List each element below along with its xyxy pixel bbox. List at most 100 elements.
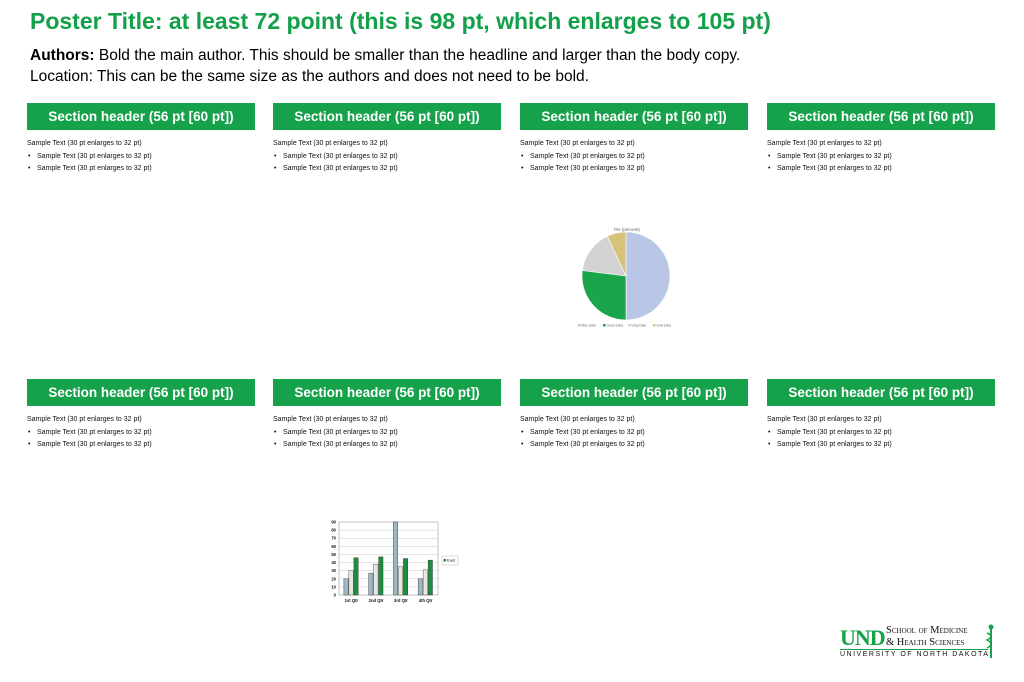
bar xyxy=(368,572,374,596)
logo-line-1: School of Medicine xyxy=(886,625,968,636)
legend-label: Green Data xyxy=(607,324,624,328)
pie-legend-item: Gold Data xyxy=(653,324,671,328)
bullet-item: Sample Text (30 pt enlarges to 32 pt) xyxy=(27,151,255,164)
bullet-item: Sample Text (30 pt enlarges to 32 pt) xyxy=(273,163,501,176)
section-8: Section header (56 pt [60 pt]) Sample Tex… xyxy=(767,379,995,452)
caduceus-icon xyxy=(985,624,994,658)
section-1: Section header (56 pt [60 pt]) Sample Tex… xyxy=(27,103,255,176)
y-tick-label: 90 xyxy=(331,520,336,525)
x-tick-label: 4th Qtr xyxy=(419,598,433,603)
section-body: Sample Text (30 pt enlarges to 32 pt)Sam… xyxy=(27,130,255,176)
legend-swatch xyxy=(603,324,606,327)
pie-legend-item: Green Data xyxy=(603,324,623,328)
bar xyxy=(348,570,354,596)
und-logo: UND School of Medicine & Health Sciences… xyxy=(836,624,998,664)
section-2: Section header (56 pt [60 pt]) Sample Tex… xyxy=(273,103,501,176)
pie-slice-blue-data xyxy=(625,231,671,321)
y-tick-label: 80 xyxy=(331,528,336,533)
bar xyxy=(353,557,359,596)
section-header: Section header (56 pt [60 pt]) xyxy=(767,103,995,130)
sample-text: Sample Text (30 pt enlarges to 32 pt) xyxy=(27,140,142,147)
y-tick-label: 70 xyxy=(331,536,336,541)
bullet-item: Sample Text (30 pt enlarges to 32 pt) xyxy=(273,439,501,452)
bar xyxy=(343,578,349,596)
section-body: Sample Text (30 pt enlarges to 32 pt)Sam… xyxy=(520,406,748,452)
legend-box xyxy=(441,555,459,566)
bar xyxy=(398,566,403,596)
bar xyxy=(427,559,433,596)
bar xyxy=(373,563,379,596)
section-header: Section header (56 pt [60 pt]) xyxy=(767,379,995,406)
legend-swatch xyxy=(443,559,446,562)
bullet-item: Sample Text (30 pt enlarges to 32 pt) xyxy=(520,163,748,176)
bar xyxy=(393,521,398,596)
bullet-item: Sample Text (30 pt enlarges to 32 pt) xyxy=(767,427,995,440)
section-3: Section header (56 pt [60 pt]) Sample Tex… xyxy=(520,103,748,176)
section-body: Sample Text (30 pt enlarges to 32 pt)Sam… xyxy=(767,130,995,176)
authors-text: Bold the main author. This should be sma… xyxy=(94,47,741,64)
section-5: Section header (56 pt [60 pt]) Sample Tex… xyxy=(27,379,255,452)
pie-legend-item: Gray Data xyxy=(628,324,646,328)
sample-text: Sample Text (30 pt enlarges to 32 pt) xyxy=(767,140,882,147)
y-tick-label: 40 xyxy=(331,560,336,565)
sample-text: Sample Text (30 pt enlarges to 32 pt) xyxy=(767,416,882,423)
section-header: Section header (56 pt [60 pt]) xyxy=(273,103,501,130)
bullet-item: Sample Text (30 pt enlarges to 32 pt) xyxy=(520,151,748,164)
poster-title: Poster Title: at least 72 point (this is… xyxy=(30,8,771,34)
logo-line-3: UNIVERSITY OF NORTH DAKOTA xyxy=(840,651,990,658)
section-header: Section header (56 pt [60 pt]) xyxy=(520,103,748,130)
section-6: Section header (56 pt [60 pt]) Sample Tex… xyxy=(273,379,501,452)
y-tick-label: 50 xyxy=(331,552,336,557)
sample-text: Sample Text (30 pt enlarges to 32 pt) xyxy=(520,140,635,147)
x-tick-label: 3rd Qtr xyxy=(394,598,408,603)
pie-legend-item: Blue Data xyxy=(578,324,596,328)
location-text: Location: This can be the same size as t… xyxy=(30,68,589,85)
bar-legend: East xyxy=(441,555,459,566)
legend-label: Gray Data xyxy=(632,324,647,328)
x-tick-label: 2nd Qtr xyxy=(369,598,384,603)
bullet-item: Sample Text (30 pt enlarges to 32 pt) xyxy=(767,163,995,176)
pie-slice-green-data xyxy=(581,270,627,321)
section-body: Sample Text (30 pt enlarges to 32 pt)Sam… xyxy=(520,130,748,176)
bullet-item: Sample Text (30 pt enlarges to 32 pt) xyxy=(273,151,501,164)
pie-title: Pie (percent) xyxy=(614,227,640,232)
bar xyxy=(417,578,423,596)
section-body: Sample Text (30 pt enlarges to 32 pt) Sam… xyxy=(767,406,995,452)
section-body: Sample Text (30 pt enlarges to 32 pt)Sam… xyxy=(27,406,255,452)
y-tick-label: 10 xyxy=(331,584,336,589)
bullet-item: Sample Text (30 pt enlarges to 32 pt) xyxy=(520,439,748,452)
legend-label: Gold Data xyxy=(657,324,672,328)
bullet-item: Sample Text (30 pt enlarges to 32 pt) xyxy=(27,439,255,452)
y-tick-label: 30 xyxy=(331,568,336,573)
section-header: Section header (56 pt [60 pt]) xyxy=(520,379,748,406)
logo-mark: UND xyxy=(840,625,886,650)
section-body: Sample Text (30 pt enlarges to 32 pt)Sam… xyxy=(273,130,501,176)
bar xyxy=(422,569,428,596)
pie-chart: Pie (percent) Blue Data Green Data Gray Dat… xyxy=(570,222,684,332)
bullet-item: Sample Text (30 pt enlarges to 32 pt) xyxy=(273,427,501,440)
y-tick-label: 60 xyxy=(331,544,336,549)
sample-text: Sample Text (30 pt enlarges to 32 pt) xyxy=(27,416,142,423)
section-7: Section header (56 pt [60 pt]) Sample Tex… xyxy=(520,379,748,452)
legend-label: Blue Data xyxy=(582,324,596,328)
sample-text: Sample Text (30 pt enlarges to 32 pt) xyxy=(273,416,388,423)
bullet-item: Sample Text (30 pt enlarges to 32 pt) xyxy=(27,427,255,440)
legend-label: East xyxy=(447,558,456,563)
bullet-item: Sample Text (30 pt enlarges to 32 pt) xyxy=(27,163,255,176)
bullet-item: Sample Text (30 pt enlarges to 32 pt) xyxy=(520,427,748,440)
sample-text: Sample Text (30 pt enlarges to 32 pt) xyxy=(520,416,635,423)
bullet-item: Sample Text (30 pt enlarges to 32 pt) xyxy=(767,151,995,164)
pie-slice-gray-data xyxy=(582,235,627,277)
legend-swatch xyxy=(628,324,631,327)
section-header: Section header (56 pt [60 pt]) xyxy=(27,103,255,130)
bar xyxy=(378,556,384,596)
x-tick-label: 1st Qtr xyxy=(345,598,359,603)
logo-divider xyxy=(840,649,988,650)
legend-swatch xyxy=(578,324,581,327)
authors-block: Authors: Bold the main author. This shou… xyxy=(30,45,740,87)
logo-line-2: & Health Sciences xyxy=(886,637,965,648)
bar xyxy=(403,558,408,596)
legend-swatch xyxy=(653,324,656,327)
y-tick-label: 0 xyxy=(334,593,337,598)
bar-chart: 0 10 20 30 40 50 60 70 80 90 1st Qtr 2nd Qtr 3rd Qtr… xyxy=(322,516,462,608)
